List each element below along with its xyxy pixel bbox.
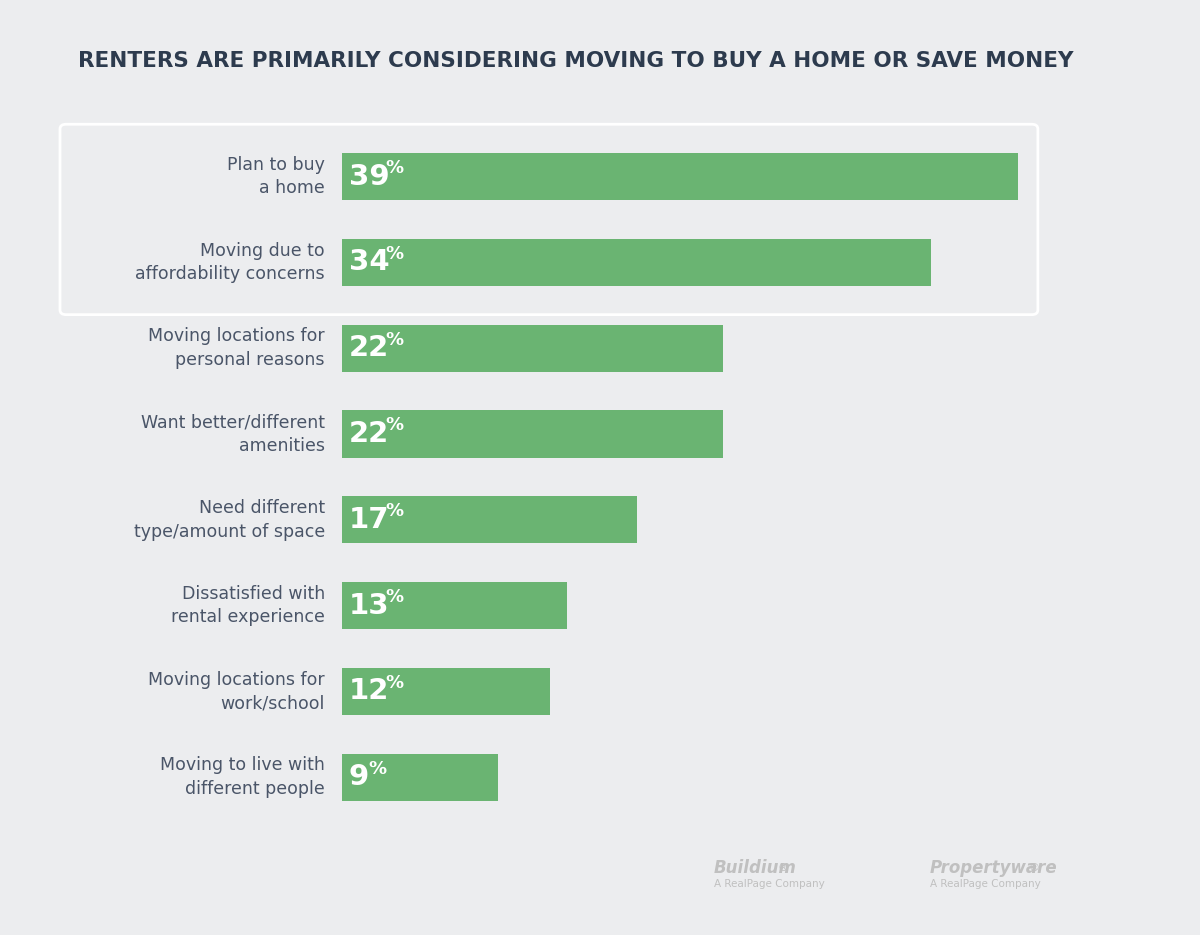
Text: 13: 13 [349,592,390,620]
Text: Propertyware: Propertyware [930,858,1057,877]
Text: Moving due to
affordability concerns: Moving due to affordability concerns [136,241,325,283]
Bar [342,496,637,543]
Text: Want better/different
amenities: Want better/different amenities [140,413,325,454]
Text: Moving to live with
different people: Moving to live with different people [160,756,325,798]
Text: A RealPage Company: A RealPage Company [714,879,824,888]
Text: Dissatisfied with
rental experience: Dissatisfied with rental experience [172,584,325,626]
Bar [342,754,498,800]
Text: %: % [385,331,403,349]
Text: %: % [385,674,403,692]
Bar [342,410,724,457]
Text: Buildium: Buildium [714,858,797,877]
Text: %: % [368,759,386,778]
Text: %: % [385,588,403,606]
Bar [342,324,724,372]
Text: Moving locations for
personal reasons: Moving locations for personal reasons [149,327,325,369]
Text: 9: 9 [349,763,370,791]
Text: 34: 34 [349,249,390,277]
Text: ®: ® [778,863,788,872]
Text: RENTERS ARE PRIMARILY CONSIDERING MOVING TO BUY A HOME OR SAVE MONEY: RENTERS ARE PRIMARILY CONSIDERING MOVING… [78,51,1074,71]
Text: Need different
type/amount of space: Need different type/amount of space [133,499,325,540]
Text: Moving locations for
work/school: Moving locations for work/school [149,670,325,712]
Bar [342,668,550,715]
Text: 17: 17 [349,506,390,534]
Text: %: % [385,159,403,177]
Text: %: % [385,502,403,520]
Bar [342,582,568,629]
Text: 22: 22 [349,420,389,448]
Text: 22: 22 [349,334,389,362]
Text: %: % [385,416,403,435]
Text: 39: 39 [349,163,390,191]
Bar [342,238,931,286]
Text: %: % [385,245,403,263]
Text: A RealPage Company: A RealPage Company [930,879,1040,888]
Text: ®: ® [1028,863,1039,872]
Text: 12: 12 [349,677,389,705]
Bar [342,153,1018,200]
Text: Plan to buy
a home: Plan to buy a home [227,156,325,197]
